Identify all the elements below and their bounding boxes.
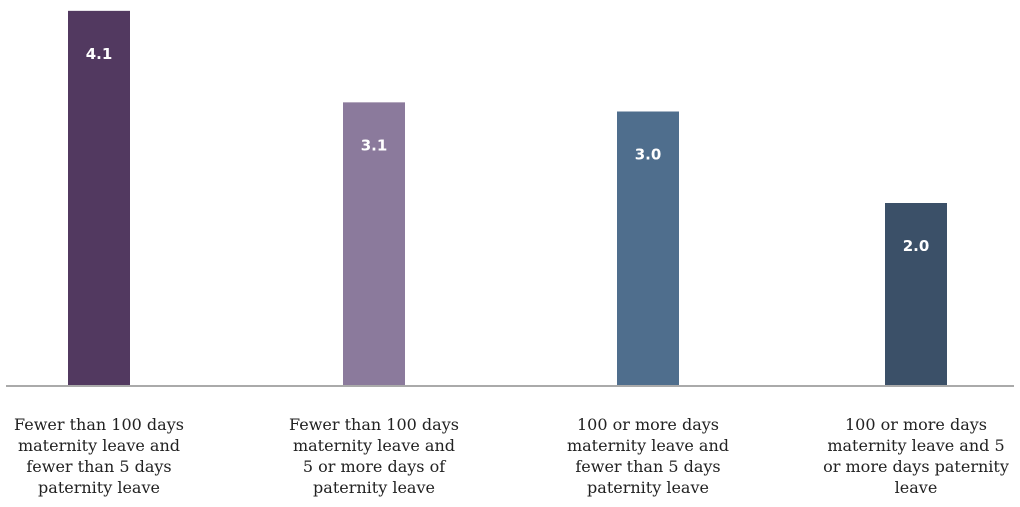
- category-label-line: fewer than 5 days: [26, 457, 171, 476]
- category-label-line: maternity leave and: [18, 436, 180, 455]
- category-label-line: 5 or more days of: [303, 457, 446, 476]
- category-label-line: or more days paternity: [823, 457, 1009, 476]
- category-labels-layer: Fewer than 100 days maternity leave and fe…: [14, 415, 1009, 497]
- bar-4: [885, 203, 947, 386]
- category-label-line: maternity leave and: [567, 436, 729, 455]
- category-label-line: paternity leave: [313, 478, 435, 497]
- bar-value-label-1: 4.1: [86, 45, 113, 63]
- bars-layer: [68, 10, 947, 386]
- bar-value-label-4: 2.0: [903, 237, 930, 255]
- category-label-line: leave: [895, 478, 938, 497]
- category-label-2: Fewer than 100 days maternity leave and 5 …: [289, 415, 459, 497]
- category-label-line: 100 or more days: [577, 415, 719, 434]
- bar-2: [343, 102, 405, 386]
- category-label-line: paternity leave: [587, 478, 709, 497]
- category-label-line: maternity leave and 5: [827, 436, 1004, 455]
- bar-1: [68, 10, 130, 386]
- bar-value-label-2: 3.1: [361, 136, 388, 154]
- category-label-line: paternity leave: [38, 478, 160, 497]
- category-label-1: Fewer than 100 days maternity leave and fe…: [14, 415, 184, 497]
- category-label-line: 100 or more days: [845, 415, 987, 434]
- category-label-line: fewer than 5 days: [575, 457, 720, 476]
- category-label-4: 100 or more days maternity leave and 5 or …: [823, 415, 1009, 497]
- category-label-line: Fewer than 100 days: [14, 415, 184, 434]
- bar-3: [617, 111, 679, 386]
- category-label-3: 100 or more days maternity leave and fewer…: [567, 415, 729, 497]
- category-label-line: maternity leave and: [293, 436, 455, 455]
- value-labels-layer: 4.1 3.1 3.0 2.0: [86, 45, 930, 255]
- category-label-line: Fewer than 100 days: [289, 415, 459, 434]
- bar-value-label-3: 3.0: [635, 146, 662, 164]
